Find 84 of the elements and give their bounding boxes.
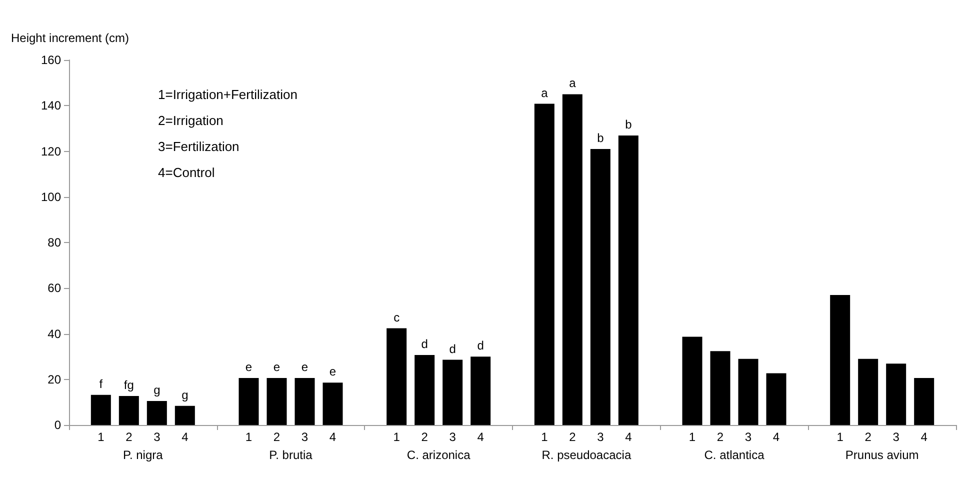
bar <box>914 378 934 425</box>
bar <box>174 406 195 425</box>
text: 4 <box>772 430 780 444</box>
y-axis-title: Height increment (cm) <box>11 31 130 45</box>
y-tick-label: 20 <box>48 372 62 386</box>
bar <box>470 356 491 425</box>
data-label: d <box>421 336 428 351</box>
y-tick-label: 60 <box>48 281 62 296</box>
data-label: g <box>154 383 160 398</box>
bar <box>90 394 111 425</box>
y-tick-label: 80 <box>48 236 62 250</box>
data-label: e <box>329 364 336 379</box>
bar <box>414 354 435 425</box>
text: 3 <box>449 430 456 444</box>
data-label: fg <box>124 378 134 392</box>
annotation: 4=Control <box>158 165 215 180</box>
text: 3 <box>744 430 752 444</box>
data-label: e <box>245 360 252 374</box>
data-label: e <box>301 360 308 374</box>
y-tick-label: 0 <box>54 418 62 432</box>
data-label: b <box>625 118 632 132</box>
y-tick-label: 40 <box>48 326 62 341</box>
data-label: f <box>99 376 104 391</box>
bar <box>238 378 259 425</box>
text: 1 <box>688 430 696 444</box>
text: 2 <box>421 430 428 444</box>
data-label: c <box>394 310 400 324</box>
data-label: d <box>449 342 456 356</box>
y-tick-label: 140 <box>40 98 62 113</box>
bar <box>146 401 167 425</box>
bar <box>322 382 343 425</box>
annotation: 1=Irrigation+Fertilization <box>158 87 298 102</box>
bar <box>118 396 139 425</box>
data-label: d <box>477 338 484 353</box>
text: 4 <box>920 430 928 444</box>
text: 4 <box>625 430 632 444</box>
y-tick-label: 100 <box>40 190 62 204</box>
annotation: 2=Irrigation <box>158 113 224 128</box>
text: 1 <box>393 430 400 444</box>
text: 1 <box>836 430 844 444</box>
text: 4 <box>329 430 336 444</box>
bar <box>738 358 758 425</box>
bar <box>442 360 463 425</box>
bar <box>766 373 786 425</box>
text: 1 <box>245 430 252 444</box>
text: 3 <box>892 430 900 444</box>
bar <box>618 136 638 425</box>
bar <box>710 351 730 425</box>
text: 3 <box>597 430 604 444</box>
x-tick-label: P. brutia <box>269 448 313 462</box>
x-tick-label: C. arizonica <box>406 448 471 462</box>
bar <box>830 294 850 425</box>
bar <box>562 94 582 425</box>
bar <box>266 378 287 425</box>
bar <box>682 336 702 425</box>
data-label: a <box>541 86 548 100</box>
series-label: 1 <box>98 430 105 444</box>
bar <box>294 378 315 425</box>
bar <box>534 104 554 425</box>
data-label: a <box>569 76 576 90</box>
y-tick-label: 120 <box>40 144 62 158</box>
x-tick-label: Prunus avium <box>845 448 919 462</box>
x-tick-label: R. pseudoacacia <box>542 448 632 462</box>
x-tick-label: P. nigra <box>123 448 164 462</box>
data-label: g <box>182 388 188 402</box>
text: 4 <box>477 430 484 444</box>
series-label: 2 <box>126 430 133 444</box>
bar <box>386 328 407 425</box>
text: 2 <box>864 430 872 444</box>
text: 1 <box>541 430 548 444</box>
text: 2 <box>273 430 280 444</box>
data-label: b <box>597 130 604 145</box>
y-tick-label: 160 <box>40 53 62 67</box>
series-label: 3 <box>154 430 161 444</box>
text: 3 <box>301 430 308 444</box>
bar <box>886 364 906 425</box>
text: 2 <box>716 430 724 444</box>
x-tick-label: C. atlantica <box>704 448 765 462</box>
text: 2 <box>569 430 576 444</box>
bar <box>858 358 878 425</box>
annotation: 3=Fertilization <box>158 139 240 154</box>
data-label: e <box>273 360 280 374</box>
bar <box>590 148 610 425</box>
series-label: 4 <box>182 430 189 444</box>
